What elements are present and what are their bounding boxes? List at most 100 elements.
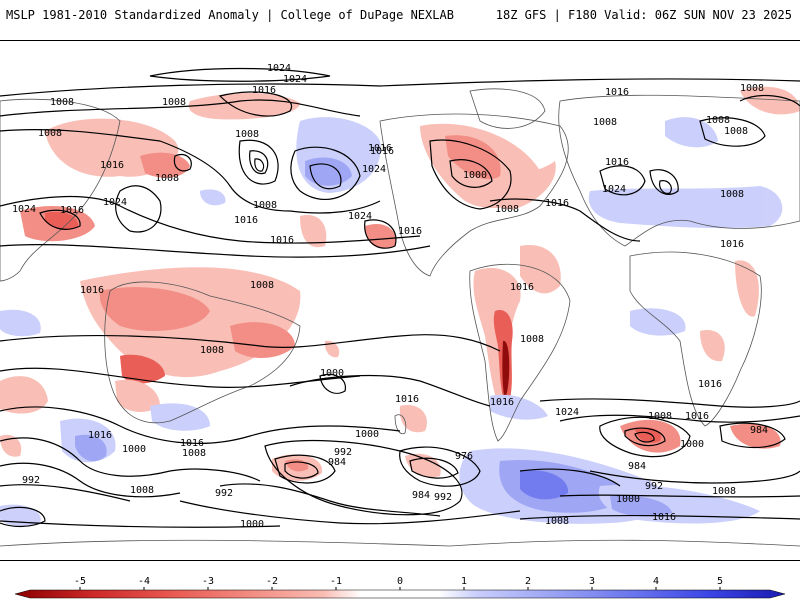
colorbar: -5 -4 -3 -2 -1 0 1 2 3 4 5: [0, 570, 800, 600]
colorbar-tick-labels: -5 -4 -3 -2 -1 0 1 2 3 4 5: [74, 576, 723, 590]
isobar-label: 1008: [250, 280, 274, 291]
map-canvas: 1024 1024 1016 1008 1008 1008 1016 1008 …: [0, 41, 800, 560]
isobar-label: 1008: [50, 97, 74, 108]
isobar-line: [0, 245, 430, 257]
colorbar-tick-label: -1: [330, 576, 342, 587]
anomaly-neg: [700, 330, 725, 361]
colorbar-tick-label: 1: [461, 576, 467, 587]
greenland-coast: [470, 89, 545, 129]
isobar-label: 1008: [712, 486, 736, 497]
anomaly-pos: [630, 308, 686, 335]
anomaly-pos: [200, 189, 225, 205]
isobar-label: 1016: [270, 235, 294, 246]
map-title: MSLP 1981-2010 Standardized Anomaly | Co…: [6, 8, 454, 22]
isobar-label: 1008: [200, 345, 224, 356]
isobar-label: 1016: [605, 87, 629, 98]
isobar-label: 1008: [593, 117, 617, 128]
isobar-label: 1008: [38, 128, 62, 139]
isobar-label: 1008: [495, 204, 519, 215]
colorbar-tick-label: -2: [266, 576, 278, 587]
isobar-label: 1016: [545, 198, 569, 209]
isobar-label: 1016: [100, 160, 124, 171]
isobar-label: 1000: [320, 368, 344, 379]
colorbar-bar: [15, 590, 785, 598]
isobar-label: 1024: [103, 197, 127, 208]
isobar-label: 1024: [283, 74, 307, 85]
colorbar-tick-label: -3: [202, 576, 214, 587]
isobar-label: 1000: [680, 439, 704, 450]
model-run-info: 18Z GFS | F180 Valid: 06Z SUN NOV 23 202…: [496, 8, 792, 22]
isobar-label: 1016: [234, 215, 258, 226]
colorbar-tick-label: 5: [717, 576, 723, 587]
anomaly-neg: [0, 376, 48, 413]
isobar-label: 1024: [555, 407, 579, 418]
isobar-label: 1024: [348, 211, 372, 222]
isobar-line: [255, 159, 264, 171]
isobar-label: 1008: [706, 115, 730, 126]
colorbar-tick-label: -4: [138, 576, 150, 587]
colorbar-svg: -5 -4 -3 -2 -1 0 1 2 3 4 5: [0, 570, 800, 600]
isobar-label: 1008: [724, 126, 748, 137]
isobar-label: 1000: [616, 494, 640, 505]
isobar-label: 1016: [720, 239, 744, 250]
isobar-label: 1016: [685, 411, 709, 422]
anomaly-pos: [0, 310, 41, 337]
isobar-label: 1008: [155, 173, 179, 184]
isobar-line: [560, 415, 800, 422]
colorbar-tick-label: 4: [653, 576, 659, 587]
isobar-label: 1016: [88, 430, 112, 441]
isobar-label: 1024: [602, 184, 626, 195]
isobar-label: 1008: [182, 448, 206, 459]
isobar-label: 1016: [605, 157, 629, 168]
isobar-label: 1016: [252, 85, 276, 96]
isobar-label: 1024: [12, 204, 36, 215]
isobar-label: 1000: [355, 429, 379, 440]
isobar-label: 1008: [520, 334, 544, 345]
isobar-label: 992: [22, 475, 40, 486]
isobar-label: 984: [328, 457, 346, 468]
isobar-label: 992: [215, 488, 233, 499]
map[interactable]: 1024 1024 1016 1008 1008 1008 1016 1008 …: [0, 40, 800, 561]
isobar-label: 1016: [80, 285, 104, 296]
isobar-label: 1016: [398, 226, 422, 237]
isobar-label: 1000: [122, 444, 146, 455]
isobar-label: 1016: [370, 146, 394, 157]
isobar-label: 1024: [267, 63, 291, 74]
isobar-line: [239, 140, 278, 184]
colorbar-tick-label: 2: [525, 576, 531, 587]
isobar-label: 1008: [648, 411, 672, 422]
isobar-label: 1000: [240, 519, 264, 530]
isobar-label: 976: [455, 451, 473, 462]
isobar-label: 1016: [652, 512, 676, 523]
isobar-label: 1024: [362, 164, 386, 175]
isobar-label: 1016: [395, 394, 419, 405]
isobar-label: 1008: [235, 129, 259, 140]
isobar-label: 1000: [463, 170, 487, 181]
isobar-label: 1016: [180, 438, 204, 449]
isobar-label: 1016: [510, 282, 534, 293]
isobar-line: [0, 485, 130, 501]
isobar-line: [540, 399, 800, 407]
isobar-line: [180, 501, 520, 524]
isobar-line: [0, 79, 800, 96]
isobar-label: 984: [750, 425, 768, 436]
isobar-label: 1008: [253, 200, 277, 211]
isobar-line: [116, 186, 161, 232]
isobar-label: 1008: [740, 83, 764, 94]
isobar-label: 1016: [698, 379, 722, 390]
isobar-label: 1016: [490, 397, 514, 408]
isobar-label: 1008: [130, 485, 154, 496]
isobar-label: 992: [434, 492, 452, 503]
antarctica-coast: [0, 540, 800, 546]
isobar-line: [220, 484, 440, 516]
colorbar-tick-label: 3: [589, 576, 595, 587]
isobar-label: 1008: [162, 97, 186, 108]
isobar-label: 1008: [720, 189, 744, 200]
isobar-label: 984: [412, 490, 430, 501]
colorbar-tick-label: -5: [74, 576, 86, 587]
isobar-label: 1008: [545, 516, 569, 527]
header: MSLP 1981-2010 Standardized Anomaly | Co…: [0, 0, 800, 30]
colorbar-tick-label: 0: [397, 576, 403, 587]
isobar-label: 1016: [60, 205, 84, 216]
isobar-label: 992: [645, 481, 663, 492]
